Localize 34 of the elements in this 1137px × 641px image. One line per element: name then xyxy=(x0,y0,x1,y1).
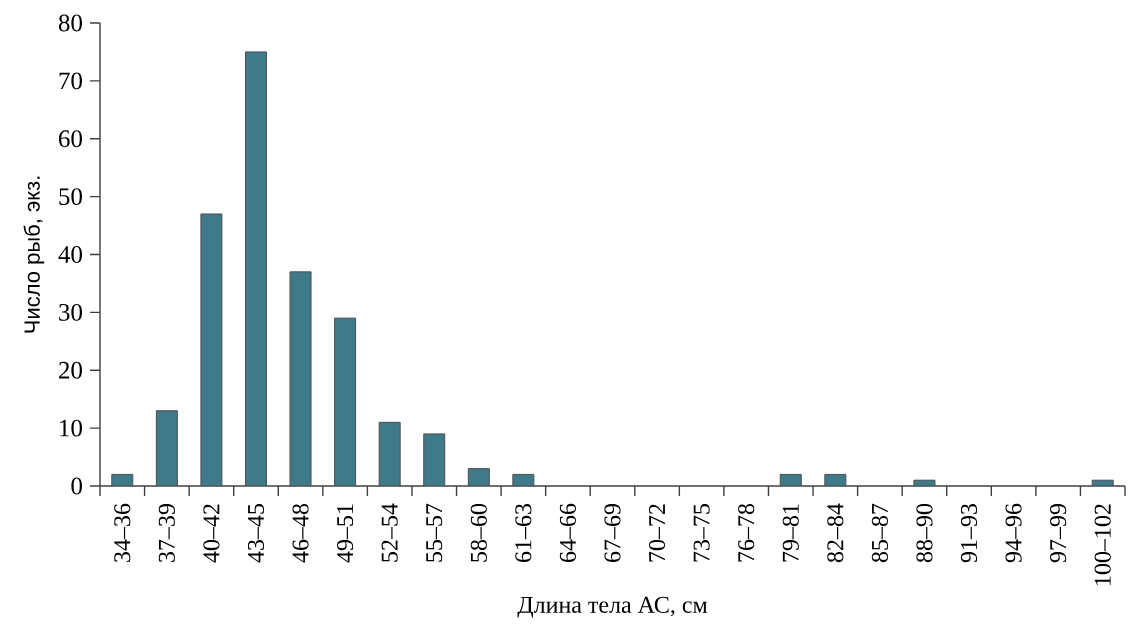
x-tick-label: 100–102 xyxy=(1094,504,1111,585)
x-tick-label: 88–90 xyxy=(916,503,933,563)
x-tick-label: 73–75 xyxy=(693,503,710,562)
x-tick-label: 97–99 xyxy=(1050,504,1067,563)
x-tick-label: 58–60 xyxy=(470,503,487,562)
y-axis-title: Число рыб, экз. xyxy=(23,176,45,333)
y-tick-label: 0 xyxy=(71,477,82,495)
x-tick-label: 49–51 xyxy=(337,504,354,563)
x-tick-label: 76–78 xyxy=(738,503,755,562)
x-tick-label: 85–87 xyxy=(871,503,888,563)
x-tick-label: 70–72 xyxy=(648,504,666,562)
x-tick-label: 52–54 xyxy=(381,503,398,562)
x-tick-label: 94–96 xyxy=(1005,503,1022,563)
y-tick-label: 80 xyxy=(58,14,82,32)
x-tick-label: 55–57 xyxy=(426,503,443,562)
y-tick-label: 60 xyxy=(59,130,82,148)
x-axis-title: Длина тела АС, см xyxy=(517,596,708,618)
x-tick-label: 37–39 xyxy=(158,504,175,562)
x-tick-label: 43–45 xyxy=(247,503,265,563)
y-tick-label: 20 xyxy=(59,361,82,379)
y-tick-label: 50 xyxy=(59,188,82,206)
y-tick-label: 70 xyxy=(59,72,82,90)
x-tick-label: 67–69 xyxy=(604,504,621,563)
x-tick-label: 79–81 xyxy=(782,504,799,562)
y-tick-label: 10 xyxy=(60,419,82,437)
x-tick-label: 46–48 xyxy=(292,503,309,563)
x-tick-label: 91–93 xyxy=(960,503,978,563)
y-tick-label: 30 xyxy=(59,303,82,321)
x-tick-label: 61–63 xyxy=(515,503,532,563)
x-tick-label: 34–36 xyxy=(114,503,131,562)
x-tick-label: 82–84 xyxy=(827,503,844,563)
x-tick-label: 40–42 xyxy=(203,504,220,563)
x-tick-label: 64–66 xyxy=(559,503,576,563)
y-tick-label: 40 xyxy=(58,246,82,263)
